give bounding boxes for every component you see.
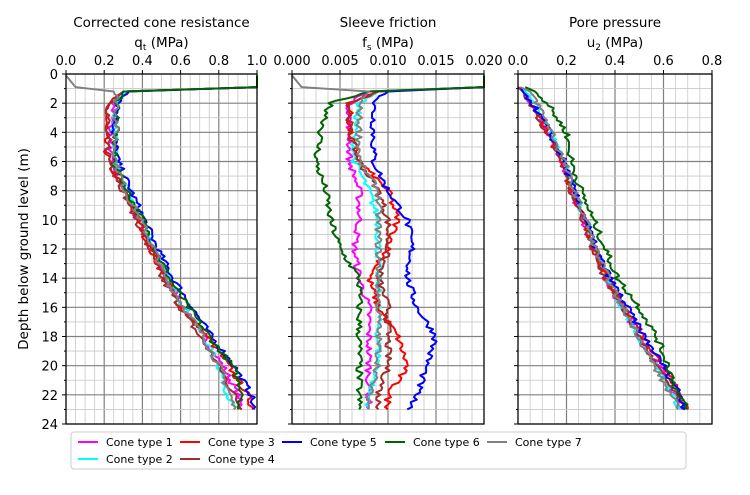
legend-item-2: Cone type 2: [78, 453, 173, 466]
series-line-4: [345, 75, 485, 411]
y-tick-label: 14: [41, 272, 58, 287]
y-tick-label: 12: [41, 243, 58, 258]
panel-title: Pore pressure: [569, 15, 661, 31]
series-line-6: [524, 86, 689, 411]
y-tick-label: 22: [41, 389, 58, 404]
legend: Cone type 1 Cone type 2 Cone type 3 Cone ty…: [70, 431, 687, 470]
y-tick-label: 18: [41, 331, 58, 346]
series-line-5: [369, 75, 485, 411]
x-tick-label: 0.010: [369, 54, 406, 69]
panel-title: Corrected cone resistance: [73, 15, 250, 31]
legend-label: Cone type 7: [515, 436, 582, 449]
y-tick-label: 8: [50, 185, 58, 200]
x-tick-label: 0.6: [170, 54, 191, 69]
legend-item-7: Cone type 7: [487, 436, 582, 449]
legend-label: Cone type 5: [310, 436, 377, 449]
legend-label: Cone type 4: [208, 453, 275, 466]
panel-2: 0.000 0.005 0.010 0.015 0.020 Sleeve friction…: [273, 15, 503, 425]
x-tick-label: 0.4: [132, 54, 153, 69]
series-line-6: [313, 75, 485, 410]
x-label-unit: (MPa): [146, 35, 188, 51]
x-label-unit: (MPa): [372, 35, 414, 51]
series-line-7: [65, 74, 237, 410]
legend-item-3: Cone type 3: [180, 436, 275, 449]
x-tick-label: 0.8: [702, 54, 723, 69]
y-tick-label: 0: [50, 68, 58, 83]
series-line-1: [345, 75, 485, 411]
series-line-7: [291, 74, 383, 410]
x-label-unit: (MPa): [601, 35, 643, 51]
x-tick-label: 0.8: [208, 54, 229, 69]
x-tick-label: 0.020: [465, 54, 502, 69]
x-tick-label: 0.005: [321, 54, 358, 69]
x-tick-label: 0.0: [56, 54, 77, 69]
x-label-symbol: f: [362, 35, 368, 51]
x-axis-label: fs (MPa): [362, 35, 414, 53]
y-tick-label: 24: [41, 418, 58, 433]
x-tick-label: 0.2: [94, 54, 115, 69]
legend-label: Cone type 3: [208, 436, 275, 449]
series-line-5: [110, 75, 258, 411]
series-line-5: [519, 86, 686, 411]
panel-1: 0.0 0.2 0.4 0.6 0.8 1.0024681012141618202224C…: [16, 15, 267, 433]
x-axis-label: qt (MPa): [134, 35, 188, 53]
x-tick-label: 0.0: [508, 54, 529, 69]
series-line-6: [111, 75, 258, 410]
y-tick-label: 2: [50, 97, 58, 112]
x-label-subscript: 2: [595, 43, 601, 53]
panel-3: 0.0 0.2 0.4 0.6 0.8 Pore pressure u2 (MPa): [508, 15, 723, 425]
legend-item-4: Cone type 4: [180, 453, 275, 466]
legend-item-6: Cone type 6: [385, 436, 480, 449]
x-tick-label: 1.0: [247, 54, 268, 69]
x-tick-label: 0.000: [273, 54, 310, 69]
legend-label: Cone type 6: [413, 436, 480, 449]
x-tick-label: 0.6: [653, 54, 674, 69]
x-tick-label: 0.015: [417, 54, 454, 69]
x-label-subscript: t: [143, 43, 147, 53]
x-tick-label: 0.2: [556, 54, 577, 69]
panel-title: Sleeve friction: [340, 15, 437, 31]
series-line-3: [345, 75, 485, 411]
series-line-7: [520, 86, 680, 410]
series-line-1: [106, 75, 258, 411]
legend-label: Cone type 2: [106, 453, 173, 466]
y-tick-label: 4: [50, 126, 58, 141]
y-tick-label: 20: [41, 360, 58, 375]
series-line-4: [104, 75, 258, 411]
legend-item-1: Cone type 1: [78, 436, 173, 449]
x-label-symbol: q: [134, 35, 143, 51]
y-tick-label: 6: [50, 156, 58, 171]
x-label-subscript: s: [367, 43, 372, 53]
legend-item-5: Cone type 5: [282, 436, 377, 449]
x-label-symbol: u: [587, 35, 596, 51]
x-tick-label: 0.4: [605, 54, 626, 69]
y-tick-label: 16: [41, 301, 58, 316]
y-axis-label: Depth below ground level (m): [16, 148, 32, 350]
legend-label: Cone type 1: [106, 436, 173, 449]
y-tick-label: 10: [41, 214, 58, 229]
x-axis-label: u2 (MPa): [587, 35, 644, 53]
legend-frame: [70, 431, 687, 470]
